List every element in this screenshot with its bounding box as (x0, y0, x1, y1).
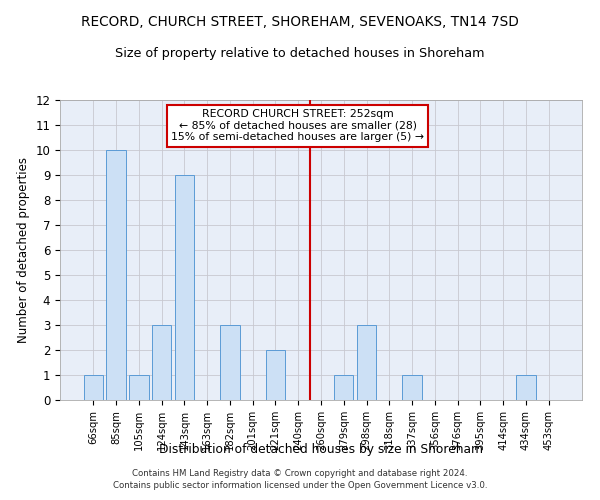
Text: RECORD CHURCH STREET: 252sqm
← 85% of detached houses are smaller (28)
15% of se: RECORD CHURCH STREET: 252sqm ← 85% of de… (171, 109, 424, 142)
Bar (106, 150, 126, 400)
Bar (266, 350, 285, 400)
Bar (129, 375, 149, 400)
Bar (175, 175, 194, 400)
Y-axis label: Number of detached properties: Number of detached properties (17, 157, 30, 343)
Text: Distribution of detached houses by size in Shoreham: Distribution of detached houses by size … (159, 442, 483, 456)
Bar (403, 375, 422, 400)
Bar (334, 375, 353, 400)
Bar (516, 375, 536, 400)
Text: RECORD, CHURCH STREET, SHOREHAM, SEVENOAKS, TN14 7SD: RECORD, CHURCH STREET, SHOREHAM, SEVENOA… (81, 15, 519, 29)
Bar (84, 375, 103, 400)
Bar (152, 325, 172, 400)
Text: Size of property relative to detached houses in Shoreham: Size of property relative to detached ho… (115, 48, 485, 60)
Text: Contains HM Land Registry data © Crown copyright and database right 2024.
Contai: Contains HM Land Registry data © Crown c… (113, 468, 487, 490)
Bar (357, 325, 376, 400)
Bar (220, 325, 239, 400)
